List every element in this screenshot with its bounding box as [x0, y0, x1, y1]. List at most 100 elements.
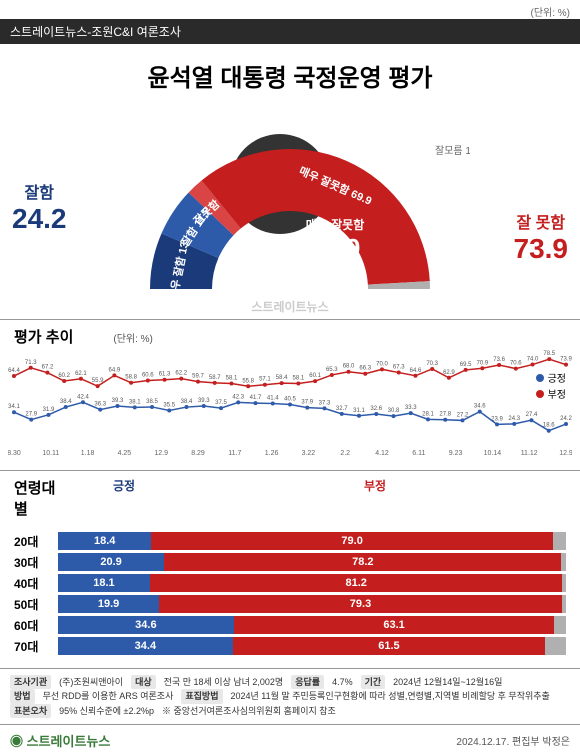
main-title: 윤석열 대통령 국정운영 평가	[0, 44, 580, 99]
svg-text:73.9: 73.9	[560, 357, 572, 363]
svg-text:12.9: 12.9	[559, 450, 572, 457]
age-segment: 19.9	[58, 595, 159, 613]
age-segment	[553, 532, 566, 550]
svg-text:4.12: 4.12	[375, 450, 389, 457]
svg-text:41.4: 41.4	[267, 395, 279, 401]
svg-text:32.7: 32.7	[336, 406, 348, 412]
positive-summary: 잘함 24.2	[12, 179, 67, 235]
svg-text:64.6: 64.6	[410, 368, 422, 374]
age-label: 30대	[14, 554, 58, 571]
svg-text:66.3: 66.3	[359, 366, 371, 372]
age-segment: 79.3	[159, 595, 562, 613]
svg-text:57.1: 57.1	[259, 377, 271, 383]
svg-text:62.2: 62.2	[175, 371, 187, 377]
svg-text:39.3: 39.3	[112, 398, 124, 404]
svg-text:55.8: 55.8	[242, 378, 254, 384]
svg-text:33.3: 33.3	[405, 405, 417, 411]
svg-text:70.0: 70.0	[376, 361, 388, 367]
svg-text:38.4: 38.4	[181, 399, 193, 405]
svg-text:68.0: 68.0	[343, 364, 355, 370]
svg-text:69.5: 69.5	[460, 362, 472, 368]
svg-text:73.6: 73.6	[493, 357, 505, 363]
svg-text:60.2: 60.2	[58, 373, 70, 379]
age-bars: 20대18.479.030대20.978.240대18.181.250대19.9…	[0, 525, 580, 668]
svg-text:61.3: 61.3	[159, 372, 171, 378]
legend-dot-positive	[536, 374, 544, 382]
svg-text:34.1: 34.1	[8, 404, 20, 410]
svg-text:58.1: 58.1	[293, 376, 305, 382]
svg-text:71.3: 71.3	[25, 360, 37, 366]
trend-title: 평가 추이	[14, 326, 73, 347]
svg-text:78.5: 78.5	[543, 351, 555, 357]
svg-text:34.6: 34.6	[474, 404, 486, 410]
age-segment: 78.2	[164, 553, 561, 571]
age-row: 40대18.181.2	[14, 574, 566, 592]
age-segment: 61.5	[233, 637, 545, 655]
age-segment: 20.9	[58, 553, 164, 571]
svg-text:12.9: 12.9	[154, 450, 168, 457]
age-segment: 34.6	[58, 616, 234, 634]
svg-text:23.9: 23.9	[491, 416, 503, 422]
svg-text:37.9: 37.9	[301, 400, 313, 406]
watermark: 스트레이트뉴스	[251, 298, 328, 315]
age-hdr-negative: 부정	[184, 477, 566, 519]
svg-text:64.9: 64.9	[109, 367, 121, 373]
svg-text:67.3: 67.3	[393, 365, 405, 371]
svg-text:10.14: 10.14	[484, 450, 502, 457]
age-label: 70대	[14, 638, 58, 655]
age-row: 50대19.979.3	[14, 595, 566, 613]
svg-text:28.1: 28.1	[422, 411, 434, 417]
svg-text:매우 잘못함: 매우 잘못함	[306, 217, 365, 232]
svg-text:38.5: 38.5	[146, 399, 158, 405]
svg-text:74.0: 74.0	[527, 357, 539, 363]
svg-text:24.2: 24.2	[560, 416, 572, 422]
age-title: 연령대별	[14, 477, 64, 519]
svg-text:27.4: 27.4	[526, 412, 538, 418]
legend-negative: 부정	[548, 386, 566, 401]
svg-text:59.7: 59.7	[192, 374, 204, 380]
legend-dot-negative	[536, 390, 544, 398]
age-label: 60대	[14, 617, 58, 634]
svg-text:41.7: 41.7	[250, 395, 262, 401]
footer: ◉ 스트레이트뉴스 2024.12.17. 편집부 박정은	[0, 725, 580, 756]
age-segment	[545, 637, 566, 655]
svg-text:37.5: 37.5	[215, 400, 227, 406]
svg-text:70.3: 70.3	[426, 361, 438, 367]
svg-text:27.8: 27.8	[439, 412, 451, 418]
svg-text:64.4: 64.4	[8, 368, 20, 374]
svg-text:58.4: 58.4	[276, 375, 288, 381]
trend-header: 평가 추이 (단위: %)	[0, 319, 580, 349]
age-row: 30대20.978.2	[14, 553, 566, 571]
neutral-label: 잘모름 1.8	[435, 145, 470, 157]
age-label: 50대	[14, 596, 58, 613]
svg-text:6.11: 6.11	[412, 450, 425, 457]
age-row: 60대34.663.1	[14, 616, 566, 634]
svg-text:31.9: 31.9	[43, 407, 55, 413]
age-segment	[561, 553, 566, 571]
svg-text:3.22: 3.22	[302, 450, 316, 457]
svg-text:58.7: 58.7	[209, 375, 221, 381]
svg-text:37.3: 37.3	[319, 400, 331, 406]
svg-text:60.6: 60.6	[142, 373, 154, 379]
svg-text:60.1: 60.1	[309, 373, 321, 379]
svg-text:38.1: 38.1	[129, 399, 141, 405]
svg-text:1.18: 1.18	[81, 450, 95, 457]
svg-text:67.2: 67.2	[42, 365, 54, 371]
svg-text:8.30: 8.30	[8, 450, 21, 457]
svg-text:39.3: 39.3	[198, 398, 210, 404]
age-segment: 81.2	[150, 574, 562, 592]
svg-text:31.1: 31.1	[353, 408, 365, 414]
svg-text:24.3: 24.3	[508, 416, 520, 422]
svg-text:40.5: 40.5	[284, 397, 296, 403]
age-row: 70대34.461.5	[14, 637, 566, 655]
age-segment	[562, 595, 566, 613]
svg-text:32.6: 32.6	[370, 406, 382, 412]
svg-text:58.8: 58.8	[125, 375, 137, 381]
svg-text:27.9: 27.9	[25, 412, 37, 418]
svg-text:42.4: 42.4	[77, 394, 89, 400]
trend-svg: 64.471.367.260.262.155.964.958.860.661.3…	[8, 349, 572, 459]
age-label: 20대	[14, 533, 58, 550]
age-segment: 34.4	[58, 637, 233, 655]
source-bar: 스트레이트뉴스-조원C&I 여론조사	[0, 19, 580, 44]
svg-text:9.23: 9.23	[449, 450, 463, 457]
